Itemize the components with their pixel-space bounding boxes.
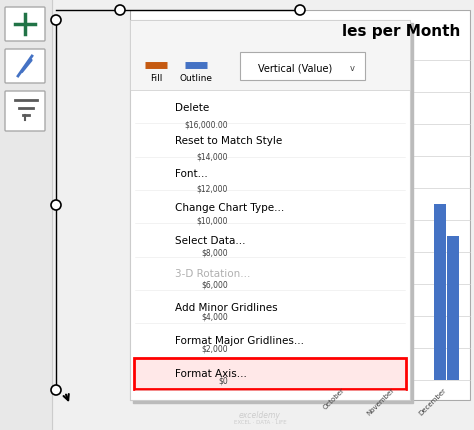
Circle shape [51, 16, 61, 26]
Text: Font...: Font... [175, 169, 208, 179]
Text: Outline: Outline [180, 74, 212, 82]
Bar [133, 24, 413, 403]
Text: Delete: Delete [175, 102, 209, 112]
Text: December: December [418, 386, 447, 416]
Text: $12,000: $12,000 [197, 184, 228, 193]
Text: EXCEL · DATA · LIFE: EXCEL · DATA · LIFE [234, 420, 286, 424]
Text: Format Axis...: Format Axis... [175, 369, 247, 378]
Text: Select Data...: Select Data... [175, 236, 246, 246]
FancyBboxPatch shape [5, 92, 45, 132]
Text: Fill: Fill [150, 74, 162, 82]
Bar [130, 21, 410, 91]
Circle shape [295, 6, 305, 16]
FancyBboxPatch shape [5, 8, 45, 42]
Bar [447, 237, 459, 380]
Bar [434, 205, 446, 380]
Text: $0: $0 [218, 376, 228, 384]
Text: $6,000: $6,000 [201, 280, 228, 289]
Text: Reset to Match Style: Reset to Match Style [175, 136, 282, 146]
Text: $16,000.00: $16,000.00 [184, 120, 228, 129]
Circle shape [51, 385, 61, 395]
Bar [397, 237, 409, 380]
Bar [130, 11, 470, 400]
Text: 3-D Rotation...: 3-D Rotation... [175, 269, 250, 279]
Bar [134, 358, 406, 389]
Bar [347, 205, 359, 380]
Text: Format Major Gridlines...: Format Major Gridlines... [175, 335, 304, 345]
Text: $4,000: $4,000 [201, 312, 228, 321]
Text: les per Month: les per Month [342, 24, 460, 38]
Bar [0, 0, 52, 430]
Bar [334, 268, 346, 380]
Bar [384, 268, 396, 380]
Circle shape [51, 200, 61, 211]
Text: $10,000: $10,000 [197, 216, 228, 225]
Text: Add Minor Gridlines: Add Minor Gridlines [175, 302, 278, 312]
Bar [130, 11, 470, 400]
Bar [130, 21, 410, 400]
Text: Vertical (Value): Vertical (Value) [258, 63, 332, 73]
Text: Change Chart Type...: Change Chart Type... [175, 202, 284, 212]
Text: October: October [322, 386, 346, 410]
FancyBboxPatch shape [5, 50, 45, 84]
Circle shape [115, 6, 125, 16]
Text: exceldemy: exceldemy [239, 411, 281, 420]
Text: $2,000: $2,000 [201, 344, 228, 353]
Text: $8,000: $8,000 [201, 248, 228, 257]
Text: $14,000: $14,000 [197, 152, 228, 161]
Text: November: November [366, 386, 396, 416]
Bar [240, 53, 365, 81]
Text: v: v [349, 63, 355, 72]
